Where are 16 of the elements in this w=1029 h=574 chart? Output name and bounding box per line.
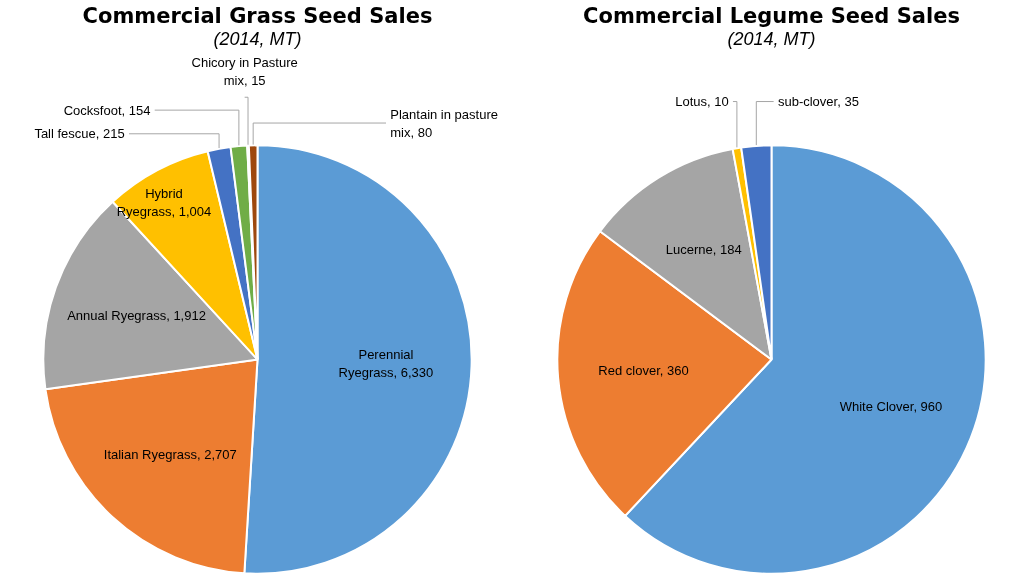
chart-subtitle: (2014, MT) bbox=[213, 29, 302, 50]
slice-label: Cocksfoot, 154 bbox=[63, 102, 151, 118]
slice-label: Plantain in pasture mix, 80 bbox=[390, 106, 498, 140]
slice-label: Annual Ryegrass, 1,912 bbox=[67, 308, 206, 324]
chart-title: Commercial Legume Seed Sales bbox=[583, 3, 960, 28]
slice-label: Perennial Ryegrass, 6,330 bbox=[338, 346, 434, 380]
slice-label: White Clover, 960 bbox=[839, 399, 943, 415]
slice-label: sub-clover, 35 bbox=[777, 94, 859, 110]
slice-label: Italian Ryegrass, 2,707 bbox=[103, 446, 237, 462]
slice-label: Lotus, 10 bbox=[675, 94, 729, 110]
slice-label: Chicory in Pasture mix, 15 bbox=[191, 54, 298, 88]
chart-subtitle: (2014, MT) bbox=[727, 29, 816, 50]
chart-title: Commercial Grass Seed Sales bbox=[82, 3, 433, 28]
slice-label: Lucerne, 184 bbox=[665, 242, 742, 258]
slice-label: Tall fescue, 215 bbox=[34, 126, 125, 142]
slice-label: Red clover, 360 bbox=[598, 363, 689, 379]
